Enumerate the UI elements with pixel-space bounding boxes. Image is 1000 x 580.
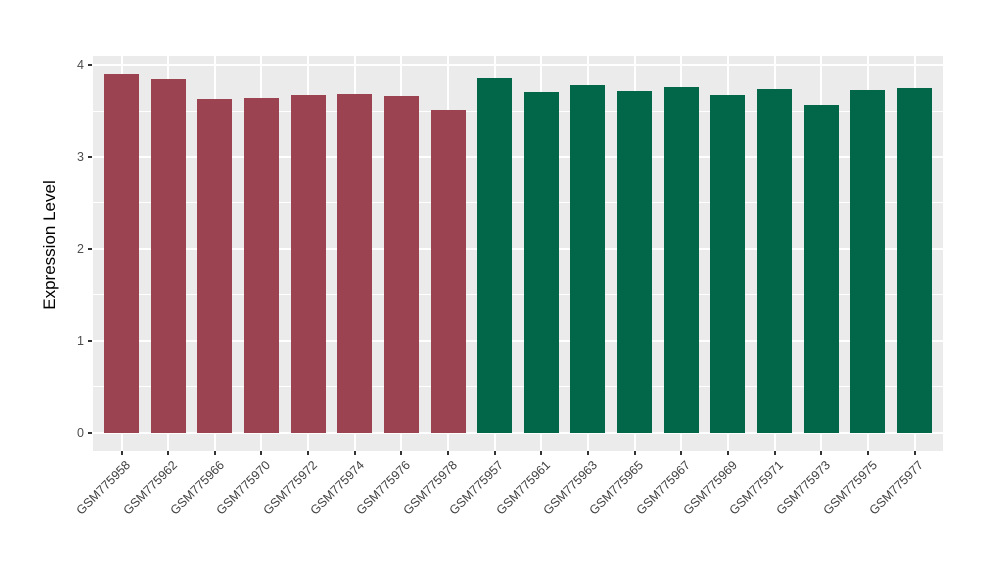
gridline-major	[93, 247, 943, 250]
y-tick-label: 0	[77, 425, 84, 440]
x-tick-mark	[260, 451, 263, 455]
bar-GSM775958	[104, 74, 139, 433]
bar-GSM775961	[523, 91, 559, 433]
y-tick-mark	[88, 156, 92, 159]
x-tick-mark	[540, 451, 543, 455]
y-tick-mark	[88, 431, 92, 434]
x-tick-mark	[400, 451, 403, 455]
bar-GSM775973	[803, 104, 839, 433]
x-tick-mark	[633, 451, 636, 455]
gridline-minor	[93, 386, 943, 388]
x-tick-mark	[726, 451, 729, 455]
x-tick-mark	[307, 451, 310, 455]
bar-GSM775967	[663, 87, 699, 433]
y-tick-label: 1	[77, 333, 84, 348]
gridline-major	[93, 156, 943, 159]
x-tick-mark	[773, 451, 776, 455]
x-tick-mark	[120, 451, 123, 455]
bar-GSM775971	[757, 89, 793, 433]
bar-GSM775957	[477, 78, 513, 433]
bar-GSM775963	[570, 85, 606, 433]
x-tick-mark	[913, 451, 916, 455]
y-tick-mark	[88, 64, 92, 67]
gridline-major	[93, 339, 943, 342]
bar-GSM775974	[337, 93, 373, 433]
x-tick-mark	[586, 451, 589, 455]
y-tick-mark	[88, 247, 92, 250]
bar-GSM775962	[150, 78, 186, 433]
bar-GSM775969	[710, 94, 746, 433]
bar-GSM775975	[850, 89, 886, 433]
gridline-major	[93, 431, 943, 434]
x-tick-mark	[167, 451, 170, 455]
x-tick-mark	[213, 451, 216, 455]
y-tick-label: 2	[77, 241, 84, 256]
plot-panel	[93, 56, 943, 451]
bar-GSM775965	[617, 90, 653, 433]
x-tick-mark	[353, 451, 356, 455]
bar-GSM775978	[430, 110, 466, 433]
bar-GSM775977	[897, 88, 932, 433]
gridline-minor	[93, 110, 943, 112]
y-tick-label: 4	[77, 58, 84, 73]
x-tick-mark	[866, 451, 869, 455]
gridline-minor	[93, 202, 943, 204]
bar-GSM775972	[290, 94, 326, 433]
bar-GSM775970	[243, 98, 279, 433]
x-tick-mark	[447, 451, 450, 455]
gridline-minor	[93, 294, 943, 296]
bar-GSM775966	[197, 99, 233, 433]
x-tick-mark	[680, 451, 683, 455]
x-tick-mark	[493, 451, 496, 455]
y-tick-label: 3	[77, 150, 84, 165]
gridline-major	[93, 64, 943, 67]
x-tick-mark	[820, 451, 823, 455]
y-tick-mark	[88, 339, 92, 342]
bar-GSM775976	[383, 95, 419, 433]
